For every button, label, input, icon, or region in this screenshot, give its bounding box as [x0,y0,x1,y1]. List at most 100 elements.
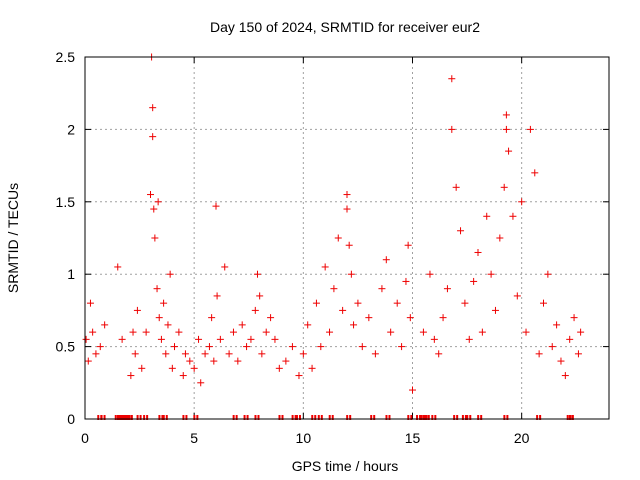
data-point [238,321,246,329]
data-point [229,328,237,336]
x-tick-label: 5 [190,430,198,446]
x-ticks: 0 5 10 15 20 [81,57,530,446]
data-point [82,335,90,343]
y-tick-label: 0.5 [56,339,76,355]
data-point [271,335,279,343]
data-point [513,292,521,300]
data-point [483,212,491,220]
data-point [197,379,205,387]
data-point [470,277,478,285]
data-point [317,343,325,351]
data-point [190,364,198,372]
data-point [574,350,582,358]
data-point [147,191,154,199]
data-point [557,357,565,365]
data-point [251,306,259,314]
data-point [92,350,100,358]
data-point [253,270,261,278]
data-point [505,147,513,155]
data-point [195,335,203,343]
data-point [452,183,460,191]
x-tick-label: 20 [514,430,530,446]
data-point [430,335,438,343]
data-point [210,357,218,365]
x-tick-label: 10 [296,430,312,446]
data-point [566,335,574,343]
data-point [518,198,526,206]
data-point [186,357,194,365]
data-point [162,350,170,358]
data-point [153,285,161,293]
data-point [150,205,158,213]
data-point [426,270,434,278]
data-point [101,321,109,329]
data-point [343,205,351,213]
data-point [354,299,362,307]
data-point [553,321,561,329]
data-point [127,372,135,380]
data-point [382,256,390,264]
data-point [419,328,427,336]
data-point [84,357,92,365]
data-point [256,292,264,300]
data-point [213,292,221,300]
data-point [267,314,275,322]
data-point [439,314,447,322]
data-point [570,314,578,322]
y-tick-label: 1.5 [56,194,76,210]
data-point [262,328,270,336]
data-point [160,299,168,307]
data-point [155,314,163,322]
data-point [577,328,585,336]
data-point [149,104,157,112]
data-point [308,364,316,372]
data-point [258,350,266,358]
data-point [491,306,499,314]
data-point [181,350,189,358]
y-ticks: 0 0.5 1 1.5 2 2.5 [56,49,609,427]
data-point [435,350,443,358]
data-point [247,335,255,343]
data-point [288,343,296,351]
data-point [142,328,150,336]
data-point [474,248,482,256]
data-point [216,335,224,343]
data-point [402,277,410,285]
data-point [409,386,416,394]
data-point [151,234,159,242]
data-point [544,270,552,278]
data-point [522,328,530,336]
data-point [393,299,401,307]
data-point [378,285,386,293]
data-point [166,270,174,278]
data-point [154,198,162,206]
data-point [540,299,547,307]
data-point [502,111,510,119]
plot-frame [84,56,610,420]
y-tick-label: 2 [67,121,75,137]
grid [85,57,609,419]
data-point [509,212,517,220]
data-point [347,270,355,278]
data-point [234,357,242,365]
x-axis-title: GPS time / hours [292,458,399,474]
data-point [312,299,320,307]
data-point [334,234,342,242]
data-point [149,133,157,141]
data-point [345,241,353,249]
data-point [330,285,338,293]
data-point [448,75,456,83]
data-point [175,328,183,336]
data-point [448,125,456,133]
data-point [561,372,569,380]
data-point [164,321,172,329]
data-point [371,350,379,358]
data-point [478,328,486,336]
data-points [82,53,585,420]
data-point [457,227,465,235]
data-point [138,364,146,372]
data-point [168,364,176,372]
data-point [201,350,209,358]
data-point [295,372,303,380]
data-point [321,263,329,271]
